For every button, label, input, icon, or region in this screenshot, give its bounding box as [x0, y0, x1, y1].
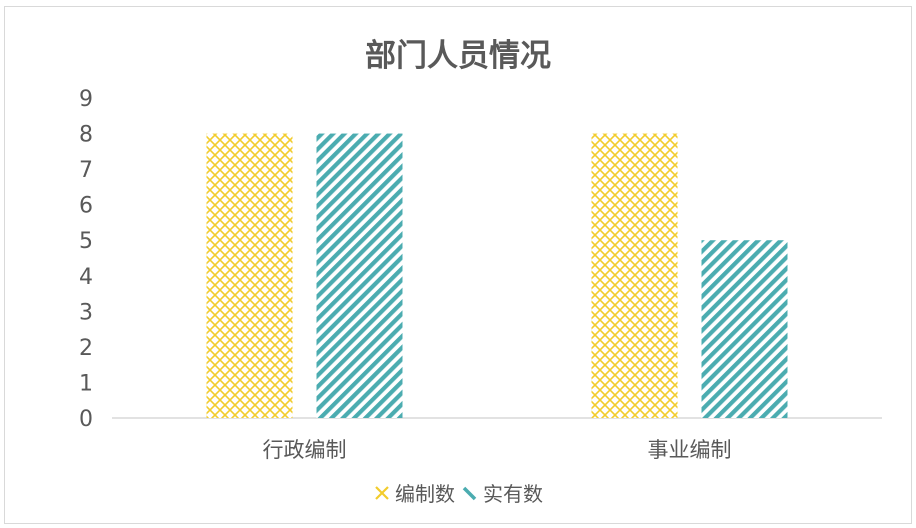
- bar-series-1: [206, 133, 293, 419]
- y-tick-label: 8: [79, 123, 93, 148]
- legend-item-series-1: 编制数: [373, 478, 455, 507]
- x-tick-label: 事业编制: [648, 438, 732, 462]
- bar-series-2: [701, 240, 788, 418]
- legend-label-series-2: 实有数: [483, 482, 543, 506]
- legend-swatch-stripes-icon: [462, 486, 477, 500]
- bar-series-1: [591, 133, 678, 419]
- bar-series-2: [316, 133, 403, 419]
- x-tick-label: 行政编制: [263, 438, 347, 462]
- y-tick-label: 3: [79, 300, 93, 325]
- y-tick-label: 7: [79, 158, 93, 183]
- y-tick-label: 2: [79, 336, 93, 361]
- y-tick-label: 1: [79, 371, 93, 396]
- y-tick-label: 6: [79, 194, 93, 219]
- y-tick-label: 5: [79, 229, 93, 254]
- y-tick-label: 0: [79, 407, 93, 432]
- y-tick-label: 9: [79, 87, 93, 112]
- legend-swatch-crosshatch-icon: [375, 485, 389, 500]
- chart-title: 部门人员情况: [365, 38, 551, 74]
- y-tick-label: 4: [79, 265, 93, 290]
- chart-legend: 编制数 实有数: [0, 478, 916, 507]
- legend-label-series-1: 编制数: [395, 482, 455, 506]
- legend-item-series-2: 实有数: [461, 478, 543, 507]
